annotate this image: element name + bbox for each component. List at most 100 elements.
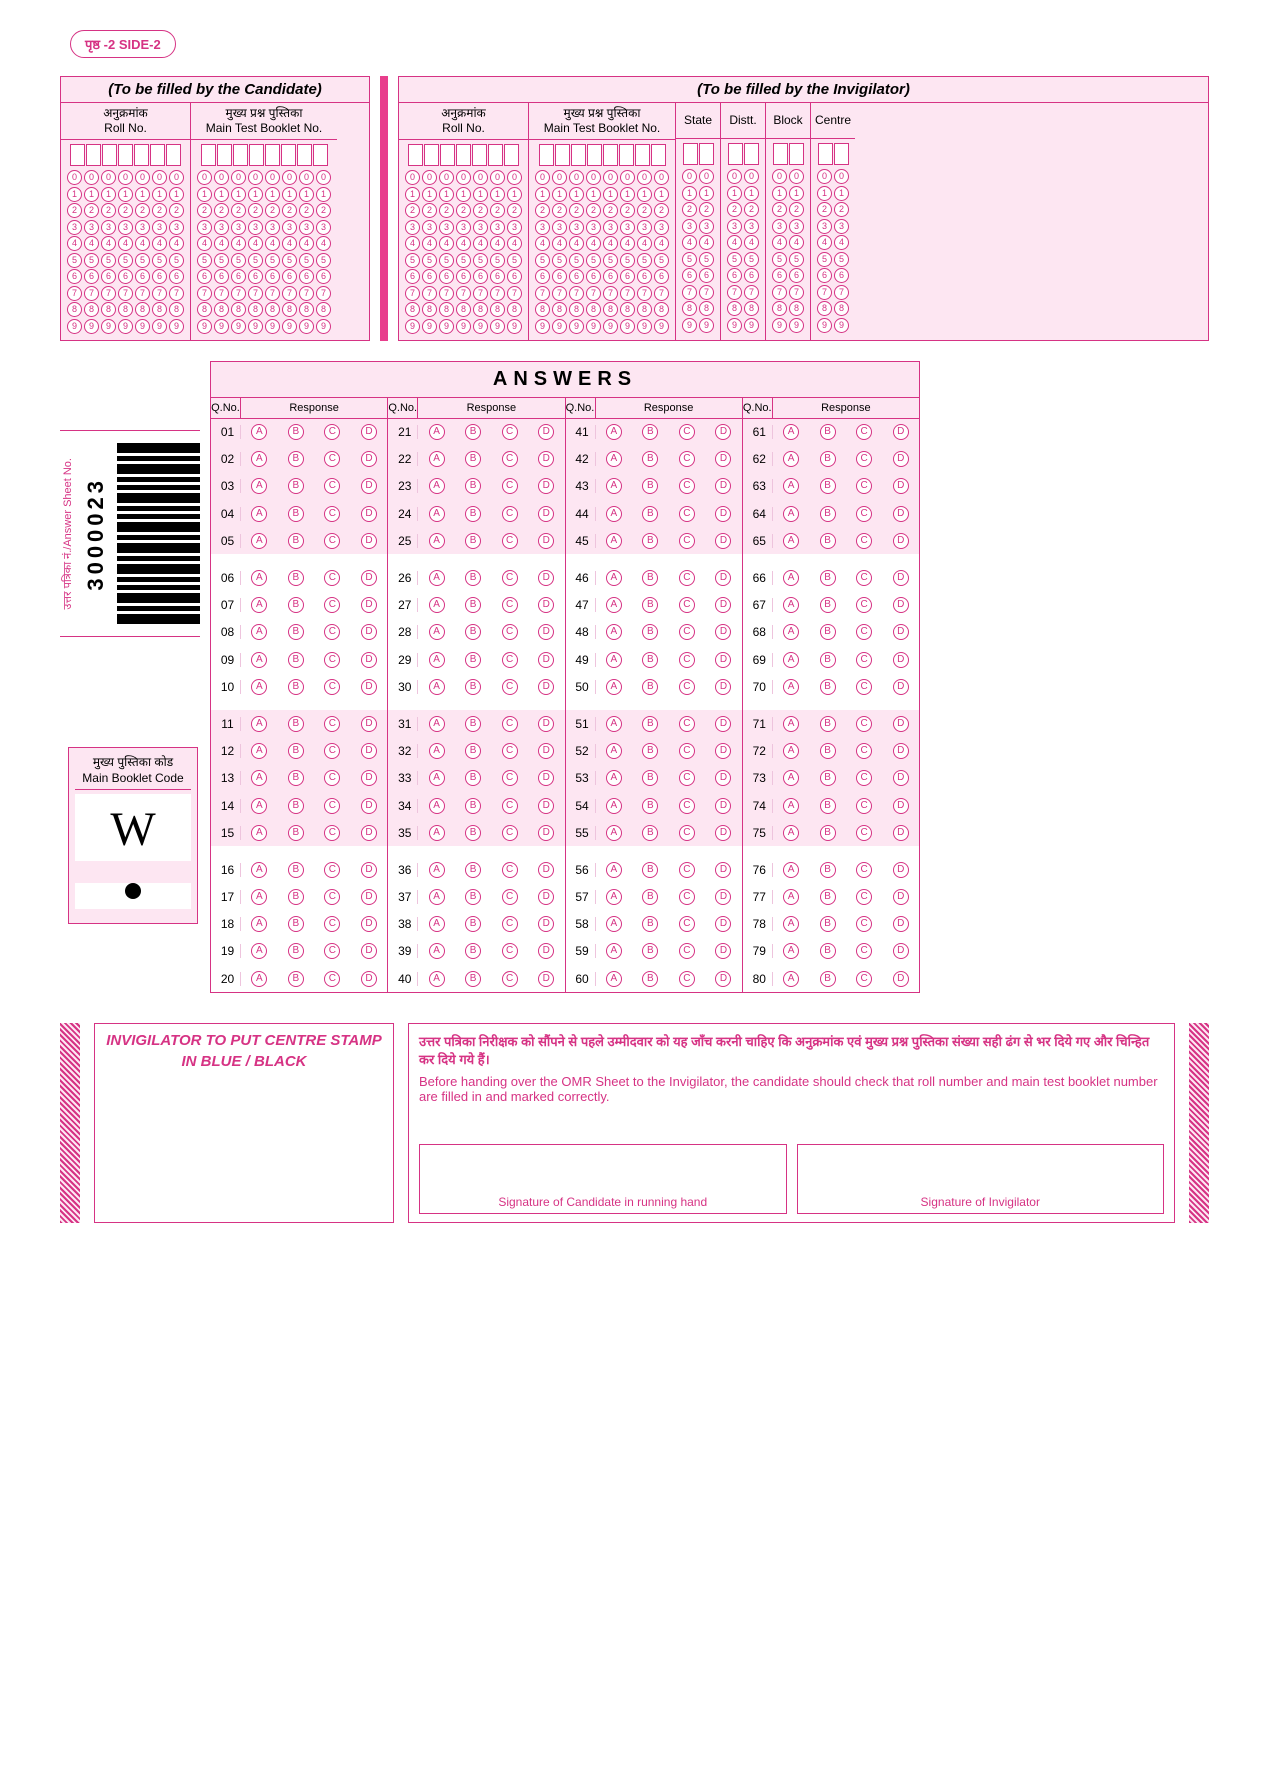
digit-bubble[interactable]: 5	[439, 253, 454, 268]
option-bubble[interactable]: B	[288, 889, 304, 905]
digit-bubble[interactable]: 8	[789, 301, 804, 316]
option-bubble[interactable]: A	[783, 597, 799, 613]
option-bubble[interactable]: D	[715, 889, 731, 905]
digit-bubble[interactable]: 4	[135, 236, 150, 251]
digit-bubble[interactable]: 3	[456, 220, 471, 235]
option-bubble[interactable]: B	[288, 916, 304, 932]
digit-bubble[interactable]: 9	[118, 319, 133, 334]
option-bubble[interactable]: C	[856, 424, 872, 440]
option-bubble[interactable]: A	[606, 743, 622, 759]
digit-bubble[interactable]: 0	[699, 169, 714, 184]
option-bubble[interactable]: C	[324, 716, 340, 732]
option-bubble[interactable]: A	[251, 743, 267, 759]
digit-bubble[interactable]: 4	[405, 236, 420, 251]
digit-bubble[interactable]: 8	[152, 302, 167, 317]
digit-bubble[interactable]: 3	[439, 220, 454, 235]
digit-bubble[interactable]: 2	[101, 203, 116, 218]
option-bubble[interactable]: A	[251, 862, 267, 878]
option-bubble[interactable]: B	[288, 971, 304, 987]
option-bubble[interactable]: D	[361, 916, 377, 932]
digit-bubble[interactable]: 5	[772, 252, 787, 267]
digit-bubble[interactable]: 0	[727, 169, 742, 184]
entry-box[interactable]	[818, 143, 833, 165]
digit-bubble[interactable]: 2	[456, 203, 471, 218]
digit-bubble[interactable]: 7	[135, 286, 150, 301]
digit-bubble[interactable]: 4	[248, 236, 263, 251]
option-bubble[interactable]: C	[679, 424, 695, 440]
option-bubble[interactable]: B	[642, 825, 658, 841]
digit-bubble[interactable]: 7	[248, 286, 263, 301]
option-bubble[interactable]: C	[679, 679, 695, 695]
digit-bubble[interactable]: 6	[231, 269, 246, 284]
option-bubble[interactable]: B	[820, 597, 836, 613]
digit-bubble[interactable]: 4	[603, 236, 618, 251]
option-bubble[interactable]: D	[361, 652, 377, 668]
option-bubble[interactable]: D	[361, 533, 377, 549]
option-bubble[interactable]: B	[465, 506, 481, 522]
option-bubble[interactable]: A	[251, 916, 267, 932]
option-bubble[interactable]: C	[502, 943, 518, 959]
option-bubble[interactable]: C	[502, 506, 518, 522]
digit-bubble[interactable]: 6	[699, 268, 714, 283]
digit-bubble[interactable]: 1	[772, 186, 787, 201]
option-bubble[interactable]: A	[429, 533, 445, 549]
option-bubble[interactable]: D	[361, 506, 377, 522]
digit-bubble[interactable]: 7	[744, 285, 759, 300]
digit-bubble[interactable]: 3	[490, 220, 505, 235]
option-bubble[interactable]: C	[679, 770, 695, 786]
digit-bubble[interactable]: 1	[282, 187, 297, 202]
entry-box[interactable]	[789, 143, 804, 165]
digit-bubble[interactable]: 2	[603, 203, 618, 218]
option-bubble[interactable]: C	[502, 916, 518, 932]
entry-box[interactable]	[70, 144, 85, 166]
digit-bubble[interactable]: 5	[473, 253, 488, 268]
option-bubble[interactable]: A	[783, 743, 799, 759]
digit-bubble[interactable]: 0	[654, 170, 669, 185]
option-bubble[interactable]: A	[606, 652, 622, 668]
option-bubble[interactable]: C	[502, 597, 518, 613]
option-bubble[interactable]: A	[783, 506, 799, 522]
digit-bubble[interactable]: 0	[772, 169, 787, 184]
option-bubble[interactable]: B	[288, 624, 304, 640]
entry-box[interactable]	[233, 144, 248, 166]
digit-bubble[interactable]: 7	[456, 286, 471, 301]
digit-bubble[interactable]: 2	[316, 203, 331, 218]
option-bubble[interactable]: C	[679, 889, 695, 905]
option-bubble[interactable]: A	[606, 624, 622, 640]
digit-bubble[interactable]: 9	[654, 319, 669, 334]
digit-bubble[interactable]: 4	[152, 236, 167, 251]
option-bubble[interactable]: A	[783, 770, 799, 786]
option-bubble[interactable]: A	[429, 798, 445, 814]
option-bubble[interactable]: D	[893, 506, 909, 522]
digit-bubble[interactable]: 3	[552, 220, 567, 235]
option-bubble[interactable]: C	[502, 424, 518, 440]
option-bubble[interactable]: B	[288, 570, 304, 586]
option-bubble[interactable]: A	[783, 716, 799, 732]
option-bubble[interactable]: C	[502, 798, 518, 814]
option-bubble[interactable]: C	[502, 478, 518, 494]
option-bubble[interactable]: D	[893, 533, 909, 549]
digit-bubble[interactable]: 5	[299, 253, 314, 268]
option-bubble[interactable]: C	[856, 889, 872, 905]
option-bubble[interactable]: A	[606, 451, 622, 467]
digit-bubble[interactable]: 7	[84, 286, 99, 301]
digit-bubble[interactable]: 6	[316, 269, 331, 284]
option-bubble[interactable]: D	[893, 597, 909, 613]
option-bubble[interactable]: D	[361, 570, 377, 586]
digit-bubble[interactable]: 8	[316, 302, 331, 317]
option-bubble[interactable]: B	[820, 424, 836, 440]
digit-bubble[interactable]: 5	[67, 253, 82, 268]
digit-bubble[interactable]: 2	[169, 203, 184, 218]
digit-bubble[interactable]: 4	[727, 235, 742, 250]
option-bubble[interactable]: B	[288, 679, 304, 695]
digit-bubble[interactable]: 4	[682, 235, 697, 250]
digit-bubble[interactable]: 4	[772, 235, 787, 250]
option-bubble[interactable]: D	[361, 597, 377, 613]
option-bubble[interactable]: A	[429, 971, 445, 987]
digit-bubble[interactable]: 6	[67, 269, 82, 284]
entry-box[interactable]	[773, 143, 788, 165]
digit-bubble[interactable]: 1	[439, 187, 454, 202]
digit-bubble[interactable]: 8	[101, 302, 116, 317]
digit-bubble[interactable]: 6	[586, 269, 601, 284]
digit-bubble[interactable]: 8	[834, 301, 849, 316]
